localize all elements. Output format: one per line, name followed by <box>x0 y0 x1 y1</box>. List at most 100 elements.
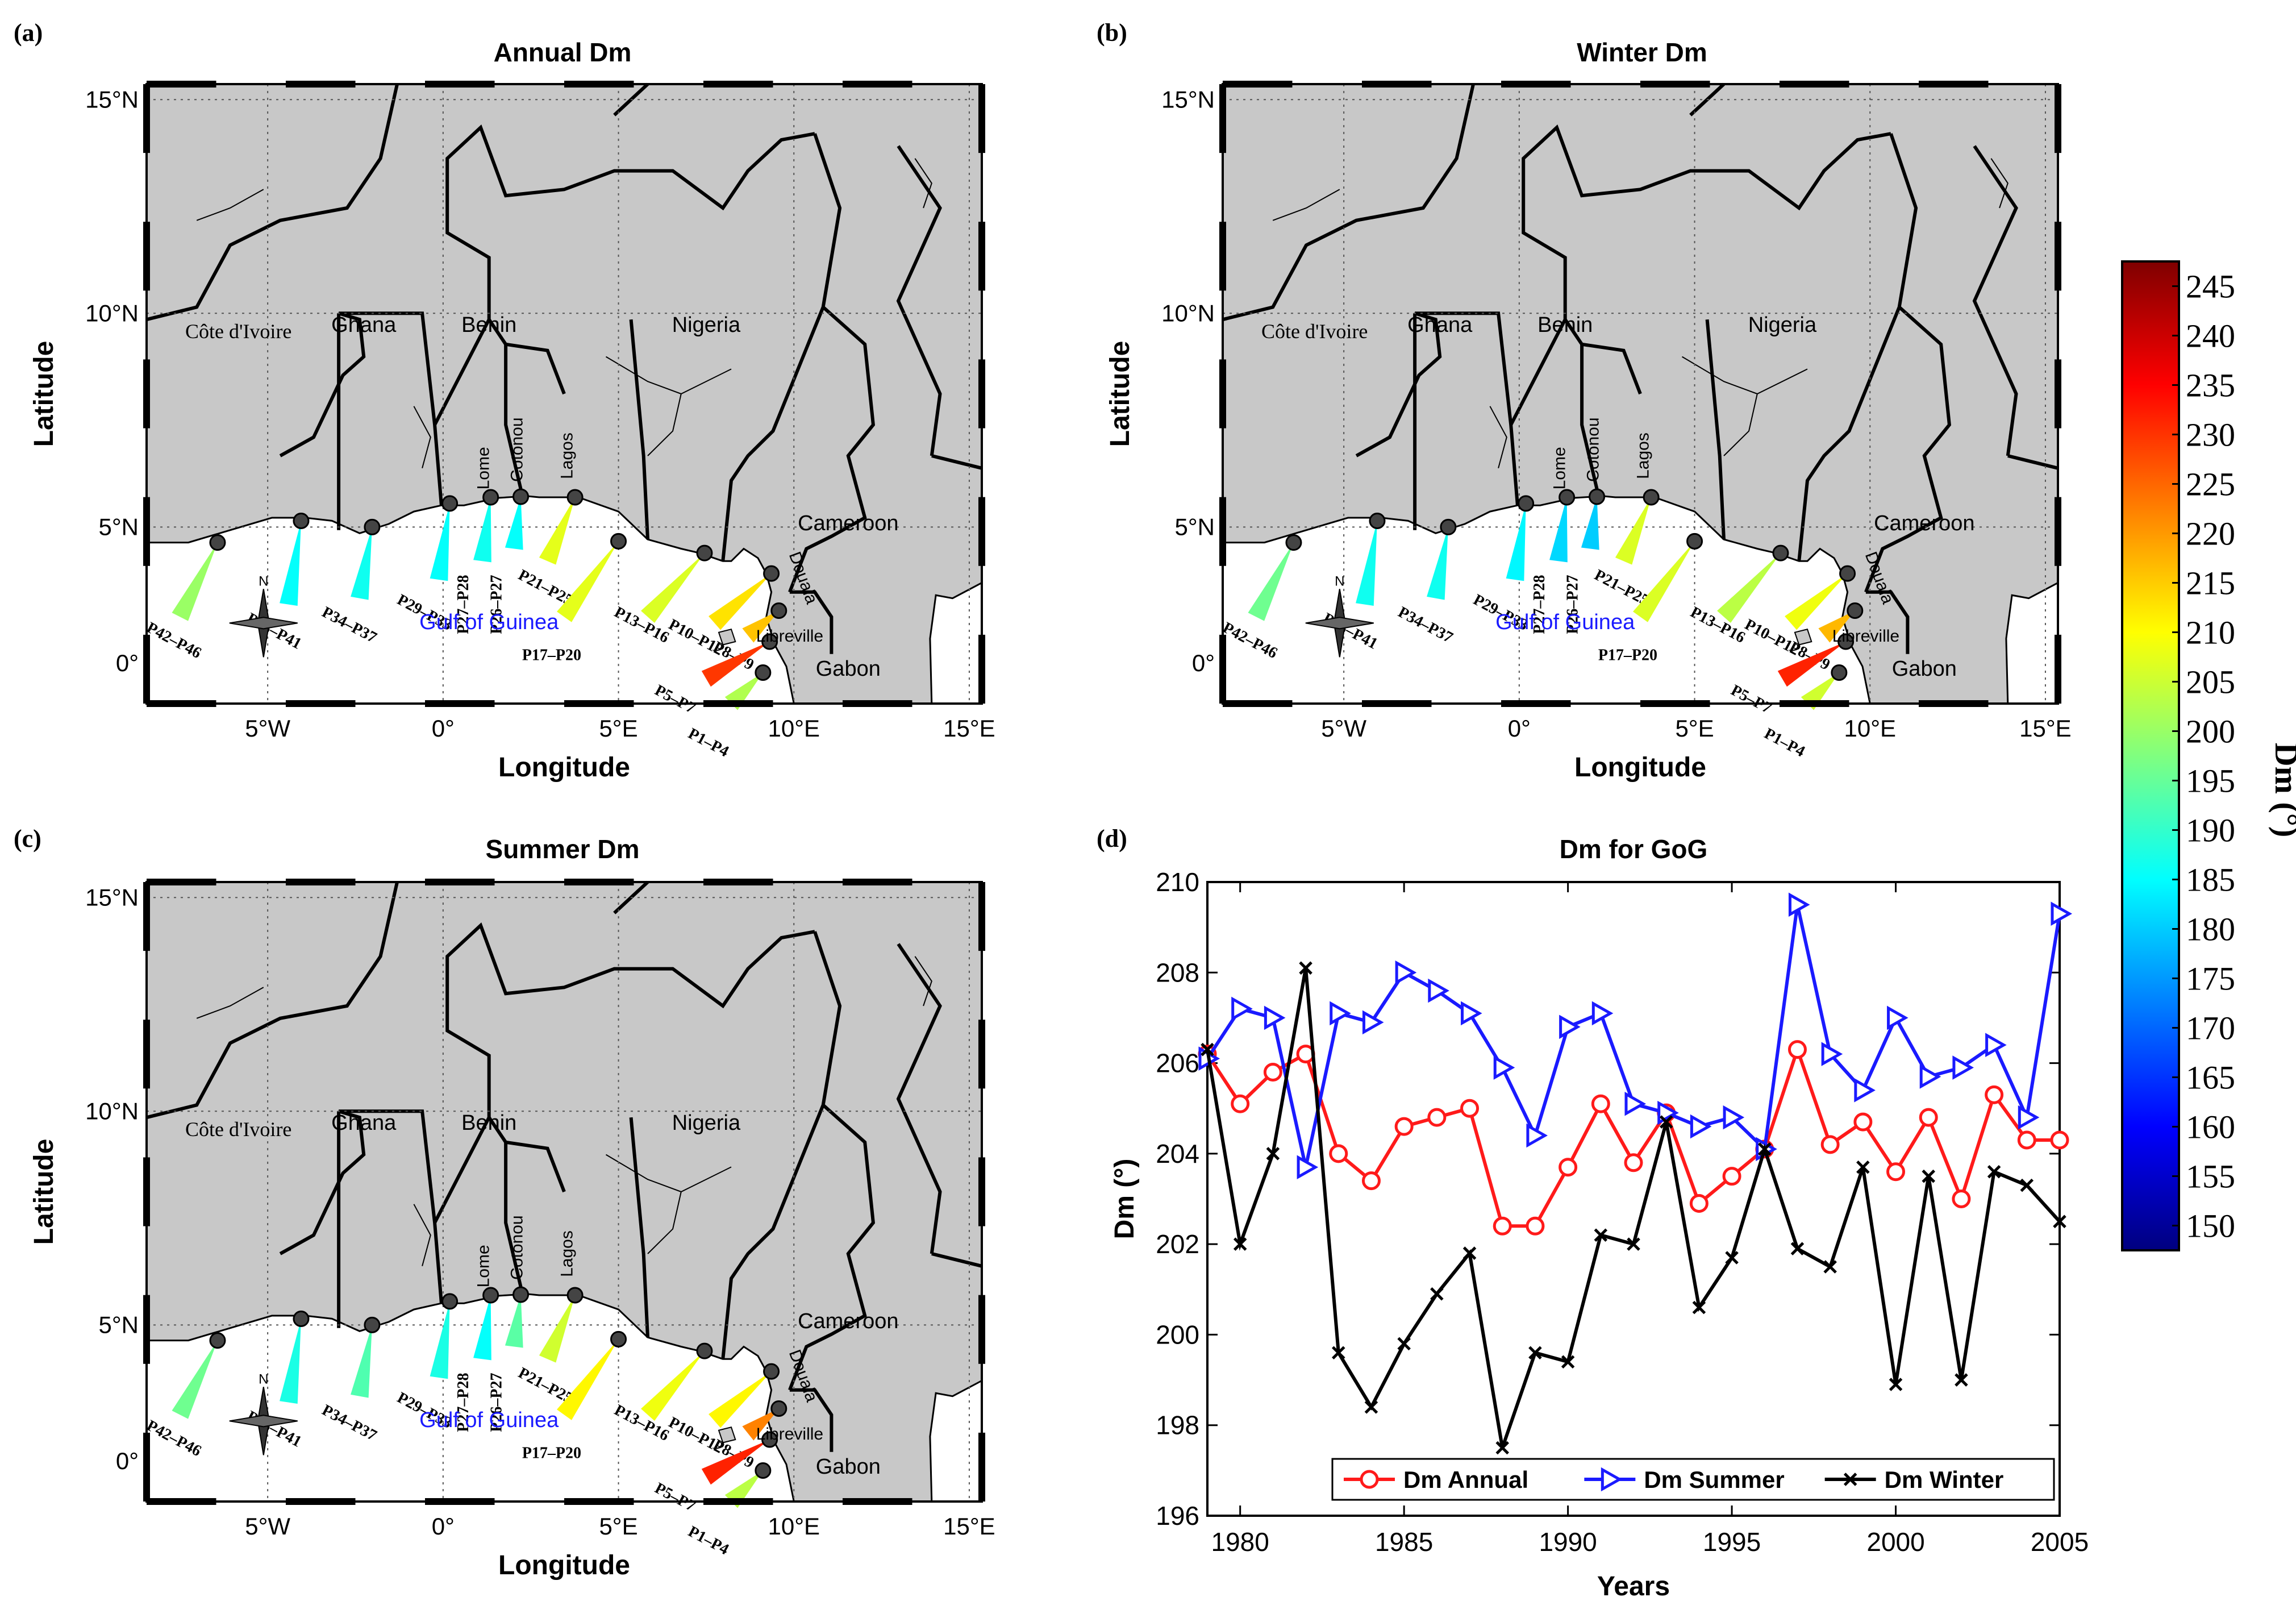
data-point-1994 <box>1689 1193 1709 1213</box>
station-marker <box>1589 488 1606 505</box>
segment-label: P17–P20 <box>1598 647 1657 664</box>
y-tick-label: 202 <box>1156 1229 1199 1259</box>
country-label: Cameroon <box>798 511 898 535</box>
compass-rose-icon <box>1305 617 1374 630</box>
country-label: Gabon <box>1892 657 1957 681</box>
frame-tick <box>1219 359 1226 429</box>
country-label-cote-divoire: Côte d'Ivoire <box>185 320 291 343</box>
station-marker <box>755 1462 772 1479</box>
frame-tick <box>1780 81 1849 88</box>
data-point-1989 <box>1528 1346 1542 1360</box>
river <box>647 1191 682 1254</box>
country-label: Benin <box>1537 313 1593 337</box>
dm-arrow-P38–P41 <box>280 521 301 606</box>
colorbar-tick-label: 205 <box>2186 664 2235 701</box>
colorbar-tick-label: 230 <box>2186 417 2235 454</box>
series-dm-winter <box>1201 961 2066 1455</box>
frame-tick <box>2055 497 2061 566</box>
lon-tick-label: 5°W <box>245 715 290 742</box>
frame-tick <box>143 84 150 153</box>
data-point-2003 <box>1987 1164 2001 1179</box>
lon-tick-label: 0° <box>432 715 455 742</box>
station-marker <box>696 544 713 562</box>
frame-tick <box>1223 81 1293 88</box>
station-marker <box>1518 495 1535 512</box>
station-marker <box>763 1363 780 1380</box>
country-label: Nigeria <box>1748 313 1817 337</box>
dm-arrow-P8–P9 <box>742 1408 779 1441</box>
data-point-1995 <box>1723 1105 1745 1130</box>
city-label: Lagos <box>558 1230 577 1277</box>
data-point-1983 <box>1332 1346 1345 1360</box>
frame-tick <box>978 84 985 153</box>
station-marker <box>1285 534 1302 551</box>
country-label: Benin <box>461 1111 516 1135</box>
data-point-2004 <box>2017 1130 2036 1150</box>
lon-tick-label: 10°E <box>1844 715 1896 742</box>
dm-arrow-P34–P37 <box>1427 527 1448 600</box>
station-marker <box>1837 633 1855 650</box>
country-label: Ghana <box>331 313 397 337</box>
frame-tick <box>978 359 985 429</box>
data-point-2003 <box>1985 1085 2004 1104</box>
y-tick-label: 208 <box>1156 958 1199 987</box>
data-point-2000 <box>1887 1005 1909 1030</box>
country-border <box>1581 342 1642 395</box>
dm-arrow-P5–P7 <box>1777 642 1846 687</box>
data-point-1984 <box>1362 1010 1384 1035</box>
country-border <box>788 306 876 593</box>
line-chart-panel: (d) Dm for GoG 1980 1985 1990 1995 2000 2005 196… <box>1097 825 2089 1602</box>
country-border <box>505 342 566 395</box>
dm-arrow-P10–P12 <box>709 573 772 630</box>
lat-tick-label: 10°N <box>85 1097 139 1124</box>
gulf-label: Gulf of Guinea <box>419 610 559 634</box>
gulf-label: Gulf of Guinea <box>419 1408 559 1432</box>
bioko-island <box>718 629 736 646</box>
y-tick-label: 200 <box>1156 1320 1199 1349</box>
lat-tick-label: 0° <box>116 1448 139 1474</box>
dm-arrow-P27–P28 <box>1549 497 1568 563</box>
frame-tick <box>978 1295 985 1364</box>
frame-tick <box>564 1498 634 1505</box>
dm-arrow-P17–P20 <box>557 541 619 622</box>
frame-tick <box>147 879 216 885</box>
y-tick-label: 210 <box>1156 867 1199 897</box>
y-tick-label: 204 <box>1156 1139 1199 1168</box>
y-tick-label: 206 <box>1156 1049 1199 1078</box>
colorbar-tick-label: 225 <box>2186 466 2235 503</box>
station-marker <box>696 1342 713 1359</box>
colorbar-tick-label: 170 <box>2186 1010 2235 1047</box>
frame-tick <box>147 1498 216 1505</box>
data-point-1992 <box>1627 1237 1640 1251</box>
station-marker <box>763 565 780 582</box>
segment-label: P26–P27 <box>488 1373 506 1432</box>
segment-label: P26–P27 <box>488 575 506 634</box>
frame-tick <box>564 879 634 885</box>
data-point-1987 <box>1462 1246 1477 1260</box>
frame-tick <box>978 1432 985 1502</box>
gulf-label: Gulf of Guinea <box>1495 610 1635 634</box>
frame-tick <box>564 81 634 88</box>
country-border <box>433 124 815 426</box>
station-marker <box>770 602 787 619</box>
frame-tick <box>1501 81 1571 88</box>
dm-arrow-P29–P33 <box>430 503 450 581</box>
river <box>914 956 932 1007</box>
frame-tick <box>978 1020 985 1089</box>
data-point-1990 <box>1561 1355 1575 1369</box>
colorbar-tick-label: 165 <box>2186 1059 2235 1096</box>
country-label-cote-divoire: Côte d'Ivoire <box>185 1118 291 1141</box>
dm-arrow-P21–P25 <box>539 1295 576 1363</box>
map-title: Annual Dm <box>494 38 632 67</box>
frame-tick <box>978 882 985 951</box>
lon-tick-label: 15°E <box>943 715 995 742</box>
city-label: Lome <box>474 447 493 489</box>
station-marker <box>1686 533 1703 550</box>
dm-arrow-P42–P46 <box>172 542 218 621</box>
legend-box <box>1331 1458 2055 1501</box>
x-tick-label: 1985 <box>1375 1527 1433 1557</box>
compass-north-label: N <box>259 573 268 589</box>
data-point-1980 <box>1231 1094 1250 1113</box>
data-point-1985 <box>1395 960 1417 985</box>
